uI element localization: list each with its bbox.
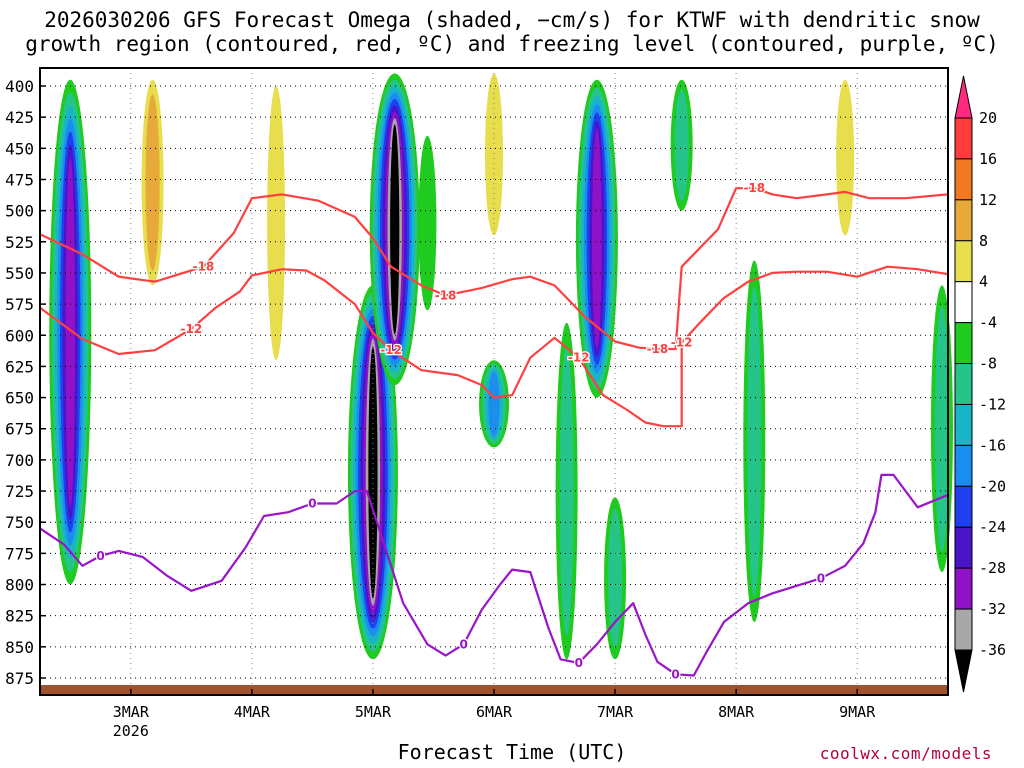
y-tick-label: 850 xyxy=(5,638,34,657)
contour-label: -12 xyxy=(380,343,402,357)
y-tick-label: 500 xyxy=(5,202,34,221)
omega-feature-5-level-0 xyxy=(418,135,437,311)
colorbar-legend: 20 16 12 8 4 -4 -8 -12 -16 -20 -24 -28 -32 -36 xyxy=(954,75,1006,693)
dgz-contour--18-0 xyxy=(39,187,949,351)
y-tick-label: 450 xyxy=(5,139,34,158)
contour-label: 0 xyxy=(817,571,825,585)
omega-feature-11-level-1 xyxy=(674,89,689,202)
colorbar-segment-0 xyxy=(954,117,973,160)
y-tick-label: 825 xyxy=(5,607,34,626)
y-axis: 400 425 450 475 500 525 550 575 600 625 650 675 700 7… xyxy=(5,77,46,688)
omega-feature-12-level-1 xyxy=(747,286,762,597)
contour-label: -12 xyxy=(671,336,693,350)
colorbar-segment-2 xyxy=(954,199,973,242)
omega-feature-4-level-8 xyxy=(390,124,400,335)
colorbar-segment-7 xyxy=(954,403,973,446)
colorbar-segment-3 xyxy=(954,240,973,283)
colorbar-label: 12 xyxy=(979,191,997,209)
x-tick-year-label: 2026 xyxy=(113,722,149,740)
colorbar-label: 8 xyxy=(979,232,988,250)
colorbar-segment-4 xyxy=(954,281,973,324)
x-tick-label: 8MAR xyxy=(718,703,755,721)
x-tick-label: 4MAR xyxy=(234,703,271,721)
omega-feature-6-level-0 xyxy=(485,73,503,236)
credit-link[interactable]: coolwx.com/models xyxy=(819,744,992,763)
contour-label: 0 xyxy=(671,667,679,681)
y-tick-label: 700 xyxy=(5,451,34,470)
colorbar-segment-12 xyxy=(954,608,973,651)
y-tick-label: 650 xyxy=(5,389,34,408)
colorbar-segment-10 xyxy=(954,526,973,569)
contour-label: 0 xyxy=(96,549,104,563)
chart-title-line2: growth region (contoured, red, ºC) and f… xyxy=(25,32,999,56)
x-tick-label: 3MAR xyxy=(113,703,150,721)
contour-label: 0 xyxy=(460,637,468,651)
omega-feature-13-level-0 xyxy=(836,79,855,236)
colorbar-label: -32 xyxy=(979,600,1006,618)
omega-feature-2-level-0 xyxy=(267,86,286,361)
omega-feature-14-level-1 xyxy=(934,305,950,552)
colorbar-segment-8 xyxy=(954,444,973,487)
contour-label: 0 xyxy=(575,656,583,670)
y-tick-label: 400 xyxy=(5,77,34,96)
omega-feature-9-level-6 xyxy=(592,128,602,349)
chart-title-line1: 2026030206 GFS Forecast Omega (shaded, −… xyxy=(44,8,980,32)
y-tick-label: 775 xyxy=(5,544,34,563)
y-tick-label: 425 xyxy=(5,108,34,127)
dgz-contour--12-1 xyxy=(39,265,949,428)
y-tick-label: 525 xyxy=(5,233,34,252)
colorbar-label: -28 xyxy=(979,559,1006,577)
colorbar-label: -8 xyxy=(979,355,997,373)
x-tick-label: 7MAR xyxy=(597,703,634,721)
colorbar-label: 4 xyxy=(979,273,988,291)
y-tick-label: 750 xyxy=(5,513,34,532)
colorbar-bottom-arrow xyxy=(954,649,973,693)
colorbar-label: 16 xyxy=(979,150,997,168)
colorbar-segment-6 xyxy=(954,363,973,405)
colorbar-segment-1 xyxy=(954,158,973,201)
contour-label: 0 xyxy=(308,497,316,511)
colorbar-label: -4 xyxy=(979,314,997,332)
colorbar-label: -20 xyxy=(979,477,1006,495)
y-tick-label: 875 xyxy=(5,669,34,688)
y-tick-label: 675 xyxy=(5,420,34,439)
colorbar-label: 20 xyxy=(979,109,997,127)
colorbar-label: -16 xyxy=(979,436,1006,454)
omega-feature-1-level-1 xyxy=(145,94,160,271)
omega-feature-3-level-8 xyxy=(368,346,378,599)
contour-label: -12 xyxy=(568,351,590,365)
y-tick-label: 600 xyxy=(5,326,34,345)
x-tick-label: 5MAR xyxy=(355,703,392,721)
colorbar-label: -12 xyxy=(979,395,1006,413)
contour-label: -18 xyxy=(193,260,215,274)
freezing-level-contour-0-2 xyxy=(39,473,949,677)
y-tick-label: 800 xyxy=(5,576,34,595)
omega-feature-8-level-1 xyxy=(559,346,574,636)
colorbar-top-arrow xyxy=(954,75,973,119)
x-axis-title: Forecast Time (UTC) xyxy=(397,740,627,764)
y-tick-label: 475 xyxy=(5,170,34,189)
y-tick-label: 550 xyxy=(5,264,34,283)
x-tick-label: 6MAR xyxy=(476,703,513,721)
contour-label: -12 xyxy=(180,322,202,336)
colorbar-label: -24 xyxy=(979,518,1006,536)
colorbar-segment-11 xyxy=(954,567,973,610)
colorbar-label: -36 xyxy=(979,641,1006,659)
y-tick-label: 575 xyxy=(5,295,34,314)
y-tick-label: 625 xyxy=(5,357,34,376)
omega-feature-0-level-6 xyxy=(65,157,76,507)
x-tick-label: 9MAR xyxy=(839,703,876,721)
y-tick-label: 725 xyxy=(5,482,34,501)
colorbar-segment-5 xyxy=(954,322,973,365)
contour-label: -18 xyxy=(435,288,457,302)
contour-label: -18 xyxy=(647,342,669,356)
contour-label: -18 xyxy=(743,181,765,195)
colorbar-segment-9 xyxy=(954,485,973,528)
